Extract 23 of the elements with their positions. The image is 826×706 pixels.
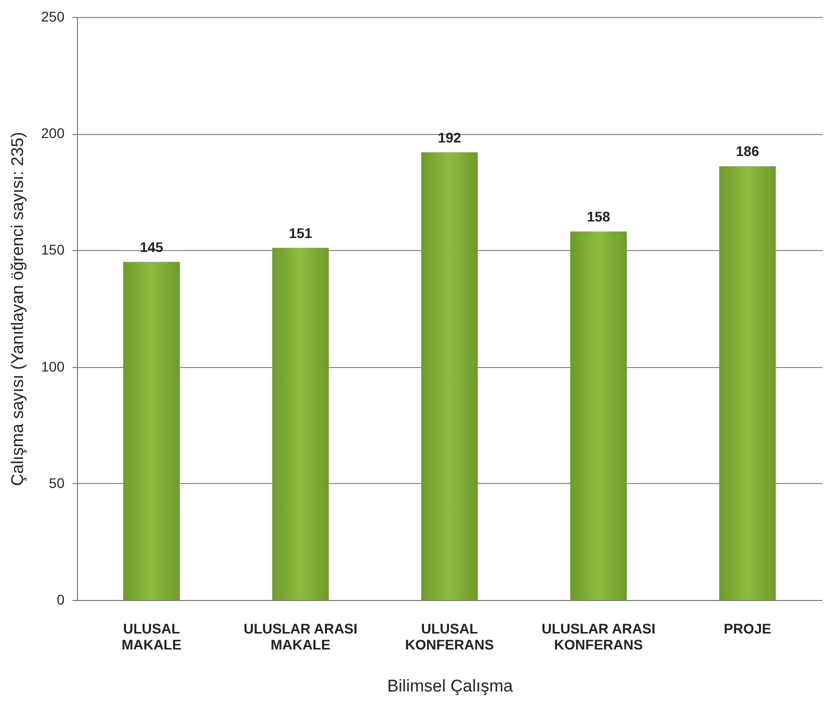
y-tick-label: 50 — [48, 474, 65, 491]
bar — [421, 152, 478, 600]
y-tick-label: 250 — [41, 8, 65, 24]
data-label: 151 — [288, 224, 312, 241]
y-tick-label: 150 — [41, 242, 65, 258]
x-axis-title: Bilimsel Çalışma — [387, 676, 514, 696]
bar — [272, 248, 329, 600]
data-label: 145 — [140, 238, 164, 255]
x-tick-label: ULUSAL MAKALE — [122, 620, 182, 652]
y-tick-label: 200 — [41, 125, 65, 142]
x-tick-label: ULUSLAR ARASI KONFERANS — [542, 620, 656, 652]
y-tick-label: 0 — [56, 592, 65, 608]
y-tick-label: 100 — [41, 358, 65, 374]
x-tick-label: ULUSAL KONFERANS — [405, 620, 494, 652]
bar — [570, 232, 627, 600]
bar — [123, 262, 180, 600]
data-label: 192 — [438, 129, 462, 146]
data-label: 158 — [586, 208, 610, 225]
x-tick-label: ULUSLAR ARASI MAKALE — [244, 620, 358, 652]
data-label: 186 — [736, 143, 760, 160]
bar — [719, 166, 776, 600]
x-tick-label: PROJE — [724, 620, 772, 636]
y-axis-title: Çalışma sayısı (Yanıtlayan öğrenci sayısı: 235) — [8, 132, 28, 486]
